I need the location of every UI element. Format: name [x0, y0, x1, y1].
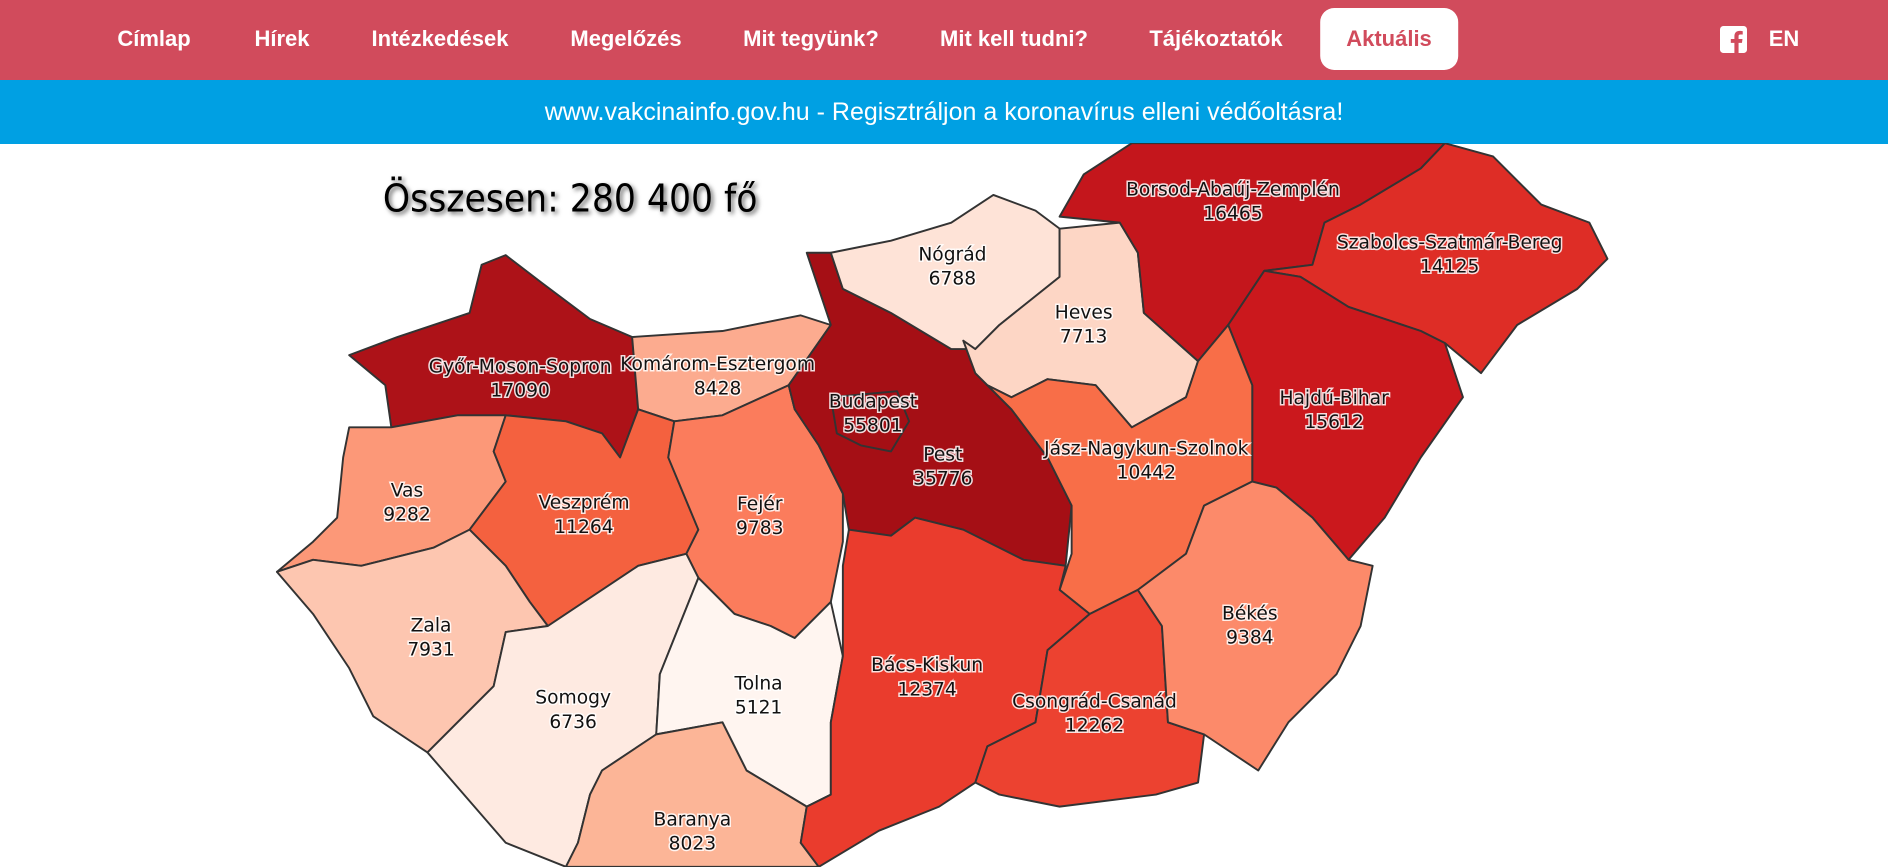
- region-value: 8023: [669, 833, 716, 854]
- region-value: 16465: [1203, 204, 1262, 225]
- region-value: 55801: [843, 416, 902, 437]
- region-value: 9384: [1226, 628, 1273, 649]
- region-value: 5121: [735, 697, 782, 718]
- region-value: 12262: [1065, 715, 1124, 736]
- banner[interactable]: www.vakcinainfo.gov.hu - Regisztráljon a…: [0, 80, 1888, 144]
- region-name: Zala: [411, 616, 452, 637]
- region-value: 8428: [694, 378, 741, 399]
- region-name: Vas: [391, 481, 423, 502]
- region-value: 35776: [913, 469, 972, 490]
- region-name: Veszprém: [538, 493, 629, 514]
- region-value: 6736: [549, 712, 596, 733]
- region-value: 9783: [736, 518, 783, 539]
- choropleth-map: Összesen: 280 400 fő Győr-Moson-Sopron 17…: [275, 143, 1609, 867]
- region-name: Somogy: [535, 688, 611, 709]
- nav-item[interactable]: Mit tegyünk?: [743, 26, 879, 51]
- nav-item[interactable]: Megelőzés: [570, 26, 682, 51]
- region-name: Baranya: [654, 809, 732, 830]
- region-name: Bács-Kiskun: [871, 655, 983, 676]
- region-name: Jász-Nagykun-Szolnok: [1043, 439, 1249, 460]
- region-name: Hajdú-Bihar: [1279, 388, 1389, 409]
- region-value: 11264: [554, 517, 613, 538]
- region-value: 15612: [1304, 412, 1363, 433]
- nav-item[interactable]: Aktuális: [1320, 8, 1458, 70]
- nav-item[interactable]: Hírek: [254, 26, 310, 51]
- region-value: 6788: [929, 269, 976, 290]
- region-name: Fejér: [737, 494, 783, 515]
- region-value: 9282: [383, 505, 430, 526]
- region-name: Szabolcs-Szatmár-Bereg: [1337, 233, 1563, 254]
- region-value: 7931: [407, 640, 454, 661]
- language-link[interactable]: EN: [1768, 26, 1800, 51]
- region-value: 12374: [897, 679, 956, 700]
- region-name: Nógrád: [918, 245, 986, 266]
- region-value: 10442: [1117, 463, 1176, 484]
- nav-item[interactable]: Mit kell tudni?: [940, 26, 1088, 51]
- region-value: 7713: [1060, 327, 1107, 348]
- facebook-icon[interactable]: [1720, 26, 1747, 53]
- region-name: Békés: [1222, 603, 1278, 624]
- nav-bar: EN Címlap Hírek Intézkedések Megelőzés Mit t…: [0, 0, 1888, 80]
- region-name: Pest: [923, 445, 962, 466]
- nav-item[interactable]: Intézkedések: [371, 26, 509, 51]
- region: [1136, 480, 1374, 772]
- region: [829, 390, 911, 453]
- nav-item[interactable]: Tájékoztatók: [1149, 26, 1283, 51]
- nav-item[interactable]: Címlap: [117, 26, 191, 51]
- region-labels: Győr-Moson-Sopron 17090 Komárom-Esztergom 8…: [382, 178, 1564, 856]
- region-name: Csongrád-Csanád: [1012, 691, 1177, 712]
- region-name: Heves: [1055, 302, 1113, 323]
- map-title: Összesen: 280 400 fő: [383, 175, 758, 221]
- region-value: 14125: [1420, 257, 1479, 278]
- region-name: Komárom-Esztergom: [620, 354, 815, 375]
- region-value: 17090: [490, 381, 549, 402]
- region-name: Budapest: [829, 392, 917, 413]
- region-name: Tolna: [734, 673, 783, 694]
- region-name: Borsod-Abaúj-Zemplén: [1126, 180, 1340, 201]
- region-name: Győr-Moson-Sopron: [429, 357, 612, 378]
